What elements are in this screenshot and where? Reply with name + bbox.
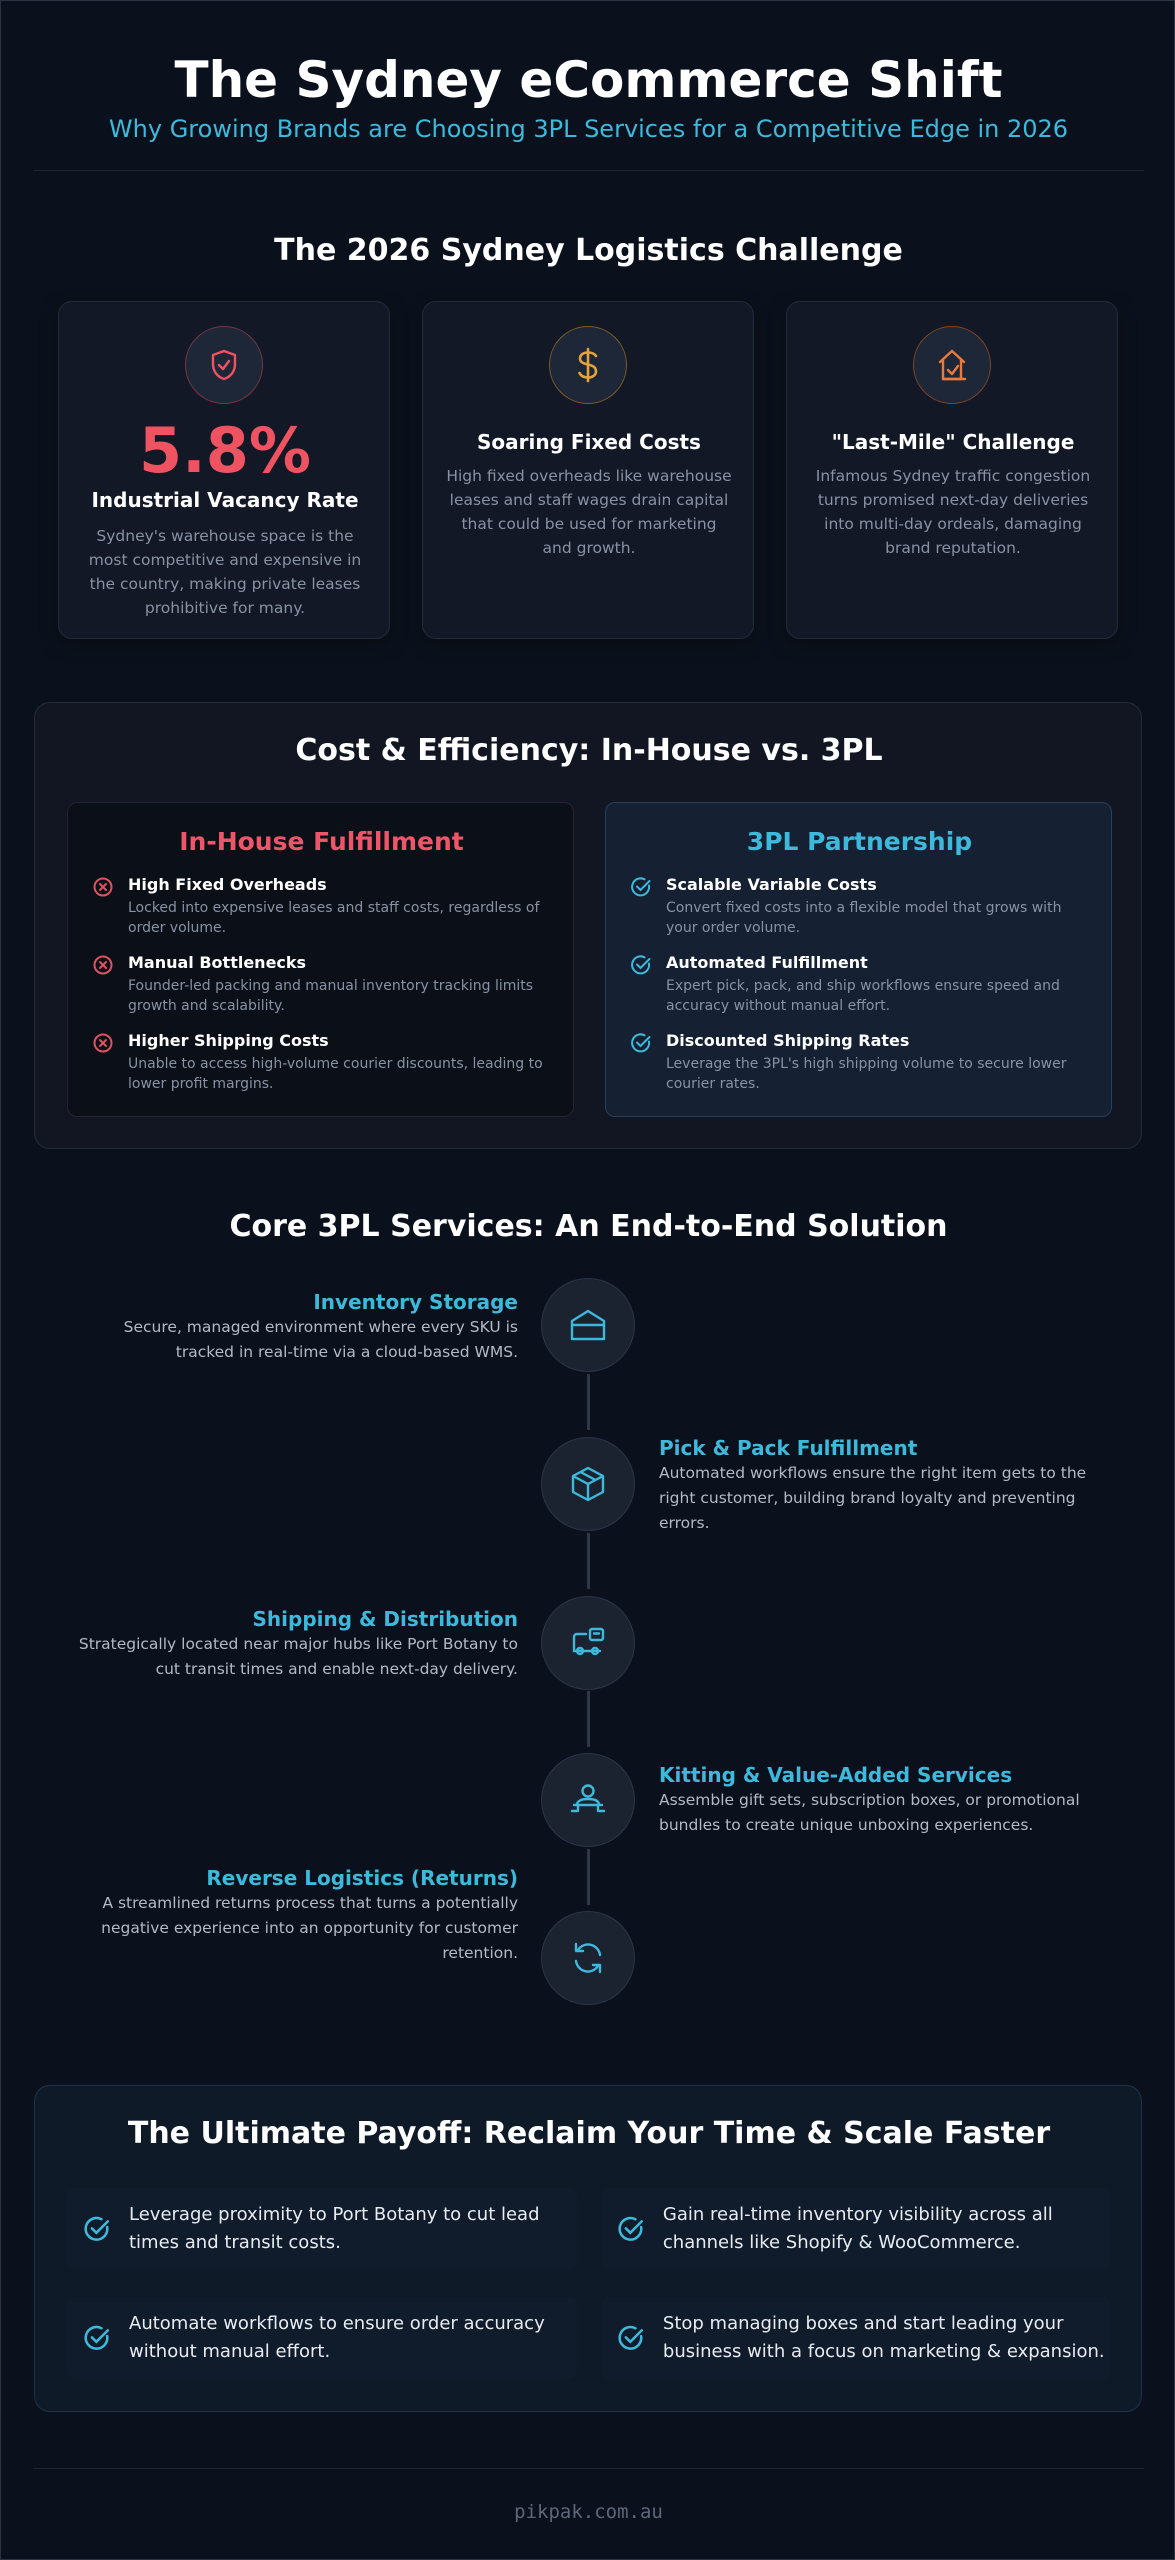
step-title: Kitting & Value-Added Services bbox=[659, 1763, 1013, 1787]
timeline-connector bbox=[587, 1374, 590, 1430]
tpl-title: 3PL Partnership bbox=[746, 827, 973, 856]
item-title: Automated Fulfillment bbox=[666, 953, 868, 972]
challenge-card-last-mile: "Last-Mile" Challenge Infamous Sydney tr… bbox=[786, 301, 1118, 639]
card-text: High fixed overheads like warehouse leas… bbox=[446, 467, 732, 557]
list-item: Manual Bottlenecks Founder-led packing a… bbox=[92, 953, 552, 1016]
step-text: Automated workflows ensure the right ite… bbox=[659, 1464, 1087, 1532]
card-heading: Soaring Fixed Costs bbox=[477, 430, 701, 454]
item-title: High Fixed Overheads bbox=[128, 875, 327, 894]
item-text: Expert pick, pack, and ship workflows en… bbox=[666, 978, 1060, 1014]
footer-domain[interactable]: pikpak.com.au bbox=[514, 2501, 663, 2523]
step-title: Reverse Logistics (Returns) bbox=[206, 1866, 518, 1890]
list-item: Scalable Variable Costs Convert fixed co… bbox=[630, 875, 1090, 938]
divider bbox=[33, 170, 1144, 171]
check-circle-icon bbox=[84, 2216, 110, 2241]
check-circle-icon bbox=[618, 2216, 643, 2241]
payoff-text: Leverage proximity to Port Botany to cut… bbox=[129, 2204, 540, 2253]
list-item: High Fixed Overheads Locked into expensi… bbox=[92, 875, 552, 938]
item-title: Discounted Shipping Rates bbox=[666, 1031, 910, 1050]
payoff-text: Automate workflows to ensure order accur… bbox=[129, 2313, 545, 2362]
payoff-panel: The Ultimate Payoff: Reclaim Your Time &… bbox=[34, 2085, 1142, 2412]
dollar-icon bbox=[549, 326, 627, 404]
item-text: Locked into expensive leases and staff c… bbox=[128, 900, 540, 936]
delivery-icon bbox=[913, 326, 991, 404]
challenge-card-costs: Soaring Fixed Costs High fixed overheads… bbox=[422, 301, 754, 639]
page-subtitle: Why Growing Brands are Choosing 3PL Serv… bbox=[108, 115, 1069, 143]
item-text: Founder-led packing and manual inventory… bbox=[128, 978, 534, 1014]
list-item: Automated Fulfillment Expert pick, pack,… bbox=[630, 953, 1090, 1016]
check-circle-icon bbox=[618, 2325, 643, 2350]
step-title: Pick & Pack Fulfillment bbox=[659, 1436, 918, 1460]
item-text: Unable to access high-volume courier dis… bbox=[128, 1056, 543, 1092]
step-text: A streamlined returns process that turns… bbox=[101, 1894, 518, 1962]
payoff-item: Gain real-time inventory visibility acro… bbox=[601, 2188, 1111, 2270]
card-heading: Industrial Vacancy Rate bbox=[91, 488, 359, 512]
x-circle-icon bbox=[93, 877, 113, 897]
payoff-item: Leverage proximity to Port Botany to cut… bbox=[67, 2188, 577, 2270]
card-text: Infamous Sydney traffic congestion turns… bbox=[815, 467, 1091, 557]
payoff-text: Gain real-time inventory visibility acro… bbox=[662, 2204, 1053, 2253]
check-circle-icon bbox=[631, 955, 651, 975]
person-box-icon bbox=[541, 1753, 635, 1847]
tpl-column: 3PL Partnership Scalable Variable Costs … bbox=[605, 802, 1112, 1117]
timeline-connector bbox=[587, 1533, 590, 1589]
item-text: Leverage the 3PL's high shipping volume … bbox=[666, 1056, 1067, 1092]
timeline-connector bbox=[587, 1691, 590, 1747]
item-title: Higher Shipping Costs bbox=[128, 1031, 329, 1050]
payoff-item: Stop managing boxes and start leading yo… bbox=[601, 2297, 1111, 2379]
package-icon bbox=[541, 1437, 635, 1531]
step-text: Assemble gift sets, subscription boxes, … bbox=[659, 1791, 1080, 1834]
payoff-item: Automate workflows to ensure order accur… bbox=[67, 2297, 577, 2379]
comparison-title: Cost & Efficiency: In-House vs. 3PL bbox=[295, 733, 883, 768]
payoff-title: The Ultimate Payoff: Reclaim Your Time &… bbox=[127, 2116, 1051, 2151]
divider bbox=[33, 2468, 1144, 2469]
list-item: Discounted Shipping Rates Leverage the 3… bbox=[630, 1031, 1090, 1094]
challenge-title: The 2026 Sydney Logistics Challenge bbox=[274, 233, 903, 268]
truck-icon bbox=[541, 1596, 635, 1690]
step-title: Inventory Storage bbox=[313, 1290, 518, 1314]
card-text: Sydney's warehouse space is the most com… bbox=[88, 527, 362, 617]
item-title: Manual Bottlenecks bbox=[128, 953, 307, 972]
item-title: Scalable Variable Costs bbox=[666, 875, 877, 894]
payoff-text: Stop managing boxes and start leading yo… bbox=[662, 2313, 1105, 2362]
warehouse-icon bbox=[541, 1278, 635, 1372]
card-heading: "Last-Mile" Challenge bbox=[831, 430, 1075, 454]
step-text: Strategically located near major hubs li… bbox=[78, 1635, 518, 1678]
page-title: The Sydney eCommerce Shift bbox=[174, 51, 1003, 109]
check-circle-icon bbox=[84, 2325, 110, 2350]
check-circle-icon bbox=[631, 877, 651, 897]
check-circle-icon bbox=[631, 1033, 651, 1053]
x-circle-icon bbox=[93, 955, 113, 975]
inhouse-column: In-House Fulfillment High Fixed Overhead… bbox=[67, 802, 574, 1117]
step-title: Shipping & Distribution bbox=[252, 1607, 519, 1631]
step-text: Secure, managed environment where every … bbox=[123, 1318, 518, 1361]
comparison-panel: Cost & Efficiency: In-House vs. 3PL In-H… bbox=[34, 702, 1142, 1149]
vacancy-stat: 5.8% bbox=[139, 414, 311, 487]
x-circle-icon bbox=[93, 1033, 113, 1053]
item-text: Convert fixed costs into a flexible mode… bbox=[666, 900, 1062, 936]
services-title: Core 3PL Services: An End-to-End Solutio… bbox=[229, 1209, 948, 1244]
timeline-connector bbox=[587, 1849, 590, 1905]
inhouse-title: In-House Fulfillment bbox=[179, 827, 464, 856]
refresh-icon bbox=[541, 1911, 635, 2005]
shield-icon bbox=[185, 326, 263, 404]
challenge-card-vacancy: 5.8% Industrial Vacancy Rate Sydney's wa… bbox=[58, 301, 390, 639]
list-item: Higher Shipping Costs Unable to access h… bbox=[92, 1031, 552, 1094]
